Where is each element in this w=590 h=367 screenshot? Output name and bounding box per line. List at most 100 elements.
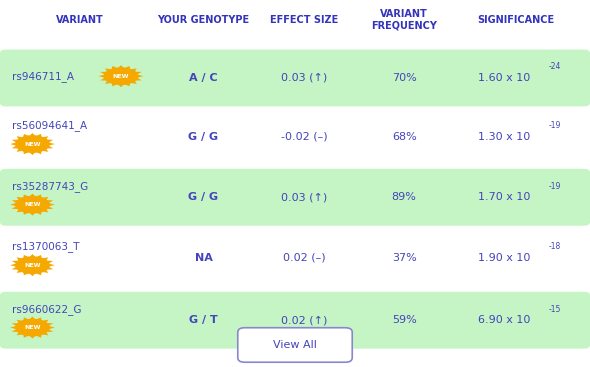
Text: 6.90 x 10: 6.90 x 10 xyxy=(478,315,530,325)
Polygon shape xyxy=(17,320,23,323)
Polygon shape xyxy=(105,81,112,84)
Polygon shape xyxy=(35,195,42,198)
Polygon shape xyxy=(23,317,30,321)
Text: View All: View All xyxy=(273,340,317,350)
Polygon shape xyxy=(35,334,42,338)
Text: 68%: 68% xyxy=(392,132,417,142)
Text: NEW: NEW xyxy=(24,263,41,268)
Text: rs1370063_T: rs1370063_T xyxy=(12,241,79,252)
Polygon shape xyxy=(46,146,53,149)
Polygon shape xyxy=(17,257,23,261)
Polygon shape xyxy=(12,329,19,332)
Text: NEW: NEW xyxy=(24,142,41,146)
Text: rs946711_A: rs946711_A xyxy=(12,71,74,81)
Polygon shape xyxy=(48,264,55,267)
Polygon shape xyxy=(48,142,55,146)
Polygon shape xyxy=(30,133,35,136)
Polygon shape xyxy=(12,261,19,264)
Polygon shape xyxy=(42,257,48,261)
Text: 0.02 (↑): 0.02 (↑) xyxy=(281,315,327,325)
Polygon shape xyxy=(30,152,35,155)
Text: 0.03 (↑): 0.03 (↑) xyxy=(281,73,327,83)
Text: 1.70 x 10: 1.70 x 10 xyxy=(478,192,530,202)
Polygon shape xyxy=(10,203,17,206)
Polygon shape xyxy=(42,270,48,273)
Polygon shape xyxy=(135,78,142,81)
Polygon shape xyxy=(30,194,35,197)
Ellipse shape xyxy=(16,197,49,213)
Polygon shape xyxy=(135,72,142,75)
Polygon shape xyxy=(23,272,30,275)
Polygon shape xyxy=(42,149,48,152)
Polygon shape xyxy=(99,75,105,78)
Polygon shape xyxy=(42,320,48,323)
Polygon shape xyxy=(130,81,137,84)
Text: 89%: 89% xyxy=(392,192,417,202)
Text: EFFECT SIZE: EFFECT SIZE xyxy=(270,15,338,25)
Polygon shape xyxy=(48,326,55,329)
Polygon shape xyxy=(46,261,53,264)
Text: 0.03 (↑): 0.03 (↑) xyxy=(281,192,327,202)
Text: 59%: 59% xyxy=(392,315,417,325)
Polygon shape xyxy=(118,65,124,68)
Text: 37%: 37% xyxy=(392,253,417,263)
Polygon shape xyxy=(12,267,19,270)
Text: rs35287743_G: rs35287743_G xyxy=(12,181,88,192)
Text: NEW: NEW xyxy=(24,325,41,330)
Polygon shape xyxy=(35,272,42,275)
Ellipse shape xyxy=(16,319,49,335)
Text: 1.60 x 10: 1.60 x 10 xyxy=(478,73,530,83)
Ellipse shape xyxy=(16,136,49,152)
Polygon shape xyxy=(48,203,55,206)
Polygon shape xyxy=(17,270,23,273)
Polygon shape xyxy=(23,134,30,137)
Text: 0.02 (–): 0.02 (–) xyxy=(283,253,325,263)
Polygon shape xyxy=(30,273,35,276)
FancyBboxPatch shape xyxy=(0,50,590,106)
Polygon shape xyxy=(17,209,23,212)
Polygon shape xyxy=(35,151,42,154)
Polygon shape xyxy=(112,66,118,69)
Polygon shape xyxy=(10,326,17,329)
Ellipse shape xyxy=(16,257,49,273)
Polygon shape xyxy=(46,323,53,326)
FancyBboxPatch shape xyxy=(238,328,352,362)
Polygon shape xyxy=(124,66,130,69)
Text: rs9660622_G: rs9660622_G xyxy=(12,304,81,315)
Polygon shape xyxy=(46,139,53,142)
Polygon shape xyxy=(42,209,48,212)
Text: SIGNIFICANCE: SIGNIFICANCE xyxy=(478,15,555,25)
Polygon shape xyxy=(17,136,23,139)
Polygon shape xyxy=(23,195,30,198)
Polygon shape xyxy=(105,68,112,72)
Polygon shape xyxy=(118,84,124,87)
Polygon shape xyxy=(130,68,137,72)
Polygon shape xyxy=(23,334,30,338)
Polygon shape xyxy=(124,83,130,86)
Polygon shape xyxy=(17,197,23,200)
Text: VARIANT
FREQUENCY: VARIANT FREQUENCY xyxy=(371,10,437,31)
Text: 70%: 70% xyxy=(392,73,417,83)
Polygon shape xyxy=(46,200,53,203)
Text: VARIANT: VARIANT xyxy=(56,15,103,25)
Polygon shape xyxy=(46,267,53,270)
FancyBboxPatch shape xyxy=(0,169,590,226)
Text: 1.30 x 10: 1.30 x 10 xyxy=(478,132,530,142)
Polygon shape xyxy=(35,211,42,215)
Polygon shape xyxy=(12,200,19,203)
Polygon shape xyxy=(12,139,19,142)
Text: G / G: G / G xyxy=(188,192,219,202)
Text: G / G: G / G xyxy=(188,132,219,142)
Polygon shape xyxy=(12,206,19,209)
Polygon shape xyxy=(35,255,42,258)
Polygon shape xyxy=(100,78,107,81)
Text: -18: -18 xyxy=(549,242,560,251)
Text: A / C: A / C xyxy=(189,73,218,83)
Polygon shape xyxy=(42,332,48,335)
Polygon shape xyxy=(112,83,118,86)
Ellipse shape xyxy=(104,68,137,84)
Text: rs56094641_A: rs56094641_A xyxy=(12,120,87,131)
Polygon shape xyxy=(46,329,53,332)
Polygon shape xyxy=(17,149,23,152)
Text: -24: -24 xyxy=(549,62,560,72)
